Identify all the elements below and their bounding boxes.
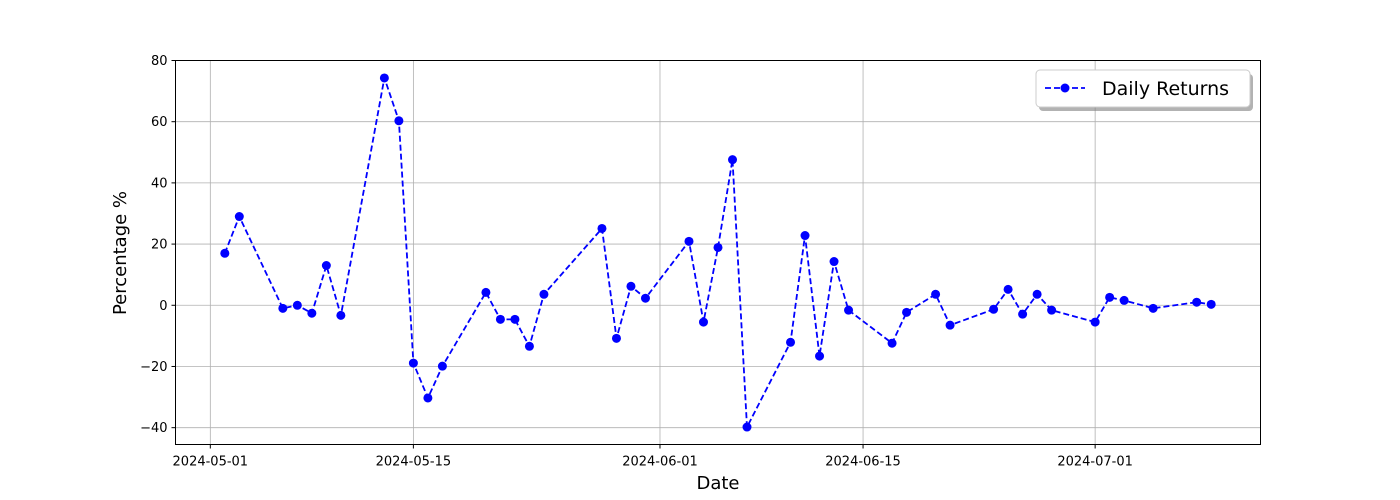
data-point [844,305,854,315]
data-point [220,248,230,258]
data-point [1090,317,1100,327]
x-tick-label: 2024-06-01 [622,455,698,470]
data-point [786,337,796,347]
data-point [742,422,752,432]
data-point [1206,299,1216,309]
data-point [408,358,418,368]
data-point [481,287,491,297]
data-point [698,317,708,327]
data-point [989,304,999,314]
y-tick-label: −20 [140,360,167,375]
data-point [597,223,607,233]
y-tick-label: 60 [151,115,168,130]
data-point [292,300,302,310]
x-axis-label: Date [696,473,739,494]
x-tick-label: 2024-06-15 [825,455,901,470]
x-tick-label: 2024-07-01 [1057,455,1133,470]
plot-frame [175,60,1261,445]
data-point [1148,303,1158,313]
data-point [887,338,897,348]
data-point [1047,305,1057,315]
x-tick-label: 2024-05-01 [173,455,249,470]
data-point [713,242,723,252]
x-axis: 2024-05-01 2024-05-15 2024-06-01 2024-06-15… [173,444,1133,470]
data-point [931,289,941,299]
y-axis: −40 −20 0 20 40 60 80 [140,54,176,436]
series-daily-returns [220,73,1216,432]
series-line [223,74,1212,431]
y-tick-label: 20 [151,238,168,253]
data-point [728,155,738,165]
y-tick-label: 0 [159,299,167,314]
data-point [423,393,433,403]
data-point [379,73,389,83]
y-axis-label: Percentage % [110,191,131,315]
data-point [1003,284,1013,294]
data-point [815,351,825,361]
data-point [495,314,505,324]
data-point [1192,297,1202,307]
data-point [800,231,810,241]
data-point [234,212,244,222]
legend-box [1035,69,1251,108]
data-point [336,310,346,320]
data-point [278,303,288,313]
data-point [1018,309,1028,319]
legend: Daily Returns [1035,69,1253,111]
data-point [510,314,520,324]
data-point [394,116,404,126]
x-tick-label: 2024-05-15 [376,455,452,470]
data-point [1032,289,1042,299]
data-point [640,293,650,303]
legend-marker-icon [1060,83,1070,93]
data-point [307,308,317,318]
data-point [437,361,447,371]
data-point [626,281,636,291]
data-point [611,333,621,343]
grid [175,60,1261,445]
data-point [684,236,694,246]
data-point [945,320,955,330]
data-point [1105,292,1115,302]
legend-label: Daily Returns [1102,78,1229,100]
data-point [902,307,912,317]
y-tick-label: 40 [151,176,168,191]
data-point [1119,295,1129,305]
y-tick-label: −40 [140,421,167,436]
data-point [829,257,839,267]
data-point [539,289,549,299]
data-point [524,341,534,351]
data-point [321,261,331,271]
y-tick-label: 80 [151,54,168,69]
